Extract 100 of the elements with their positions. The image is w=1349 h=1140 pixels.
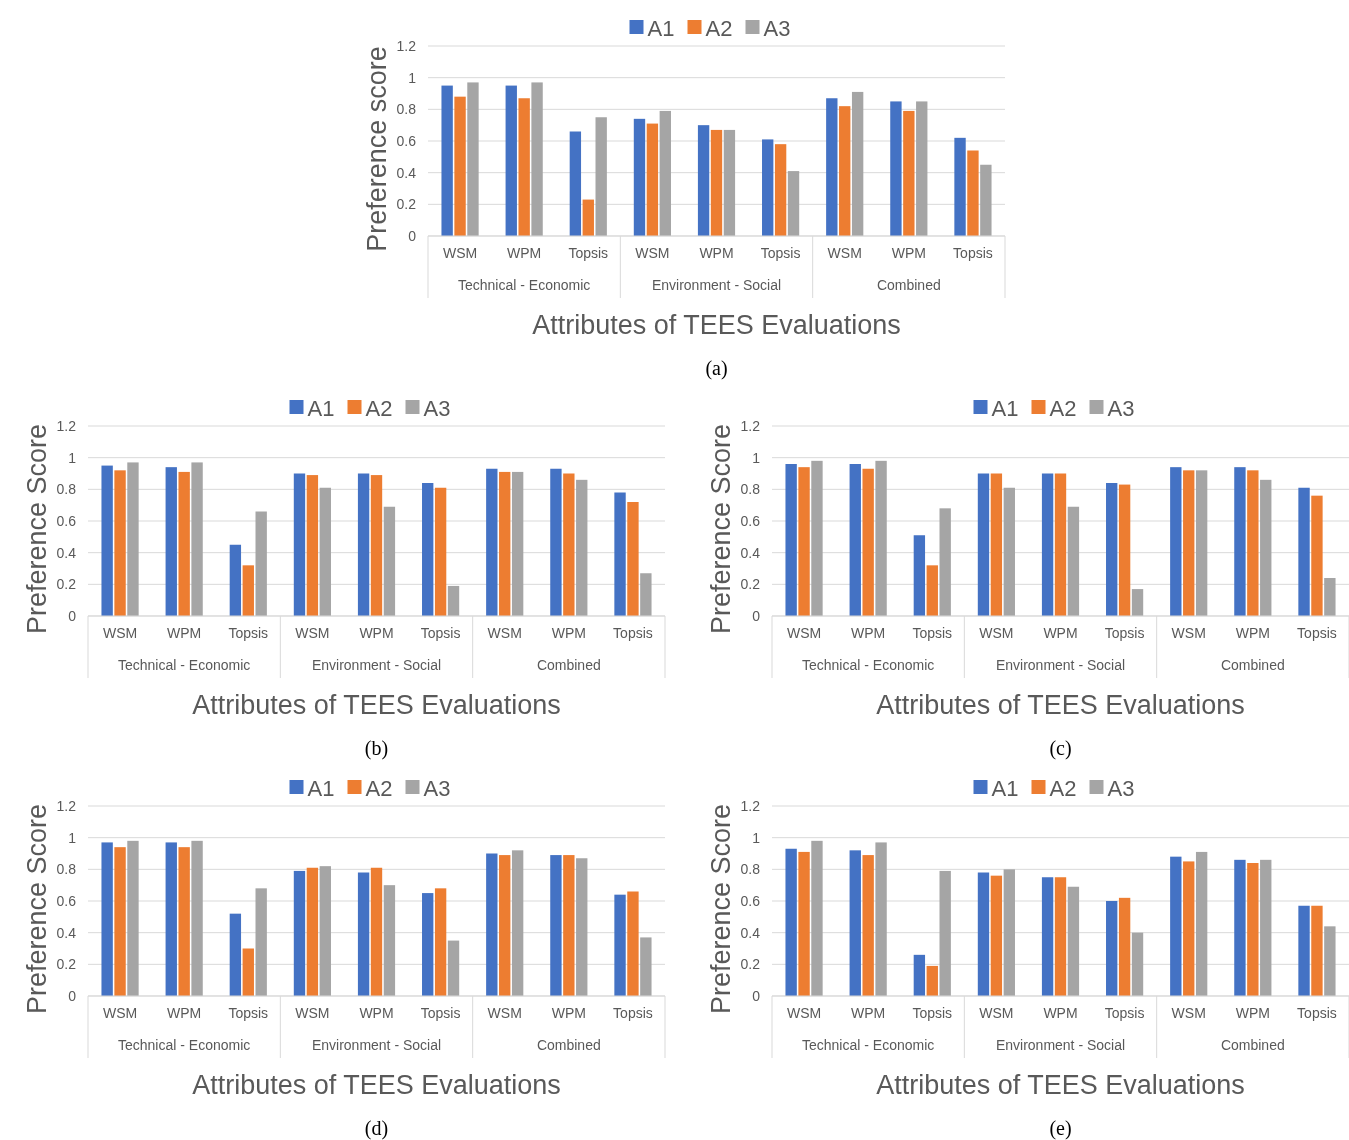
- bar: [454, 96, 466, 236]
- x-tick-label: Topsis: [1297, 625, 1337, 641]
- x-tick-label: WPM: [359, 625, 394, 641]
- bar: [563, 855, 575, 996]
- bar: [926, 965, 938, 996]
- x-axis-title: Attributes of TEES Evaluations: [532, 310, 901, 340]
- legend-label: A2: [1049, 775, 1077, 801]
- x-tick-label: WSM: [442, 245, 478, 261]
- bar: [916, 101, 928, 236]
- bar: [798, 851, 810, 996]
- text: (b): [364, 737, 389, 760]
- x-tick-label: WPM: [891, 245, 926, 261]
- bar: [255, 888, 267, 996]
- y-tick-label: 0: [68, 987, 77, 1004]
- text: (d): [364, 1117, 389, 1140]
- bar: [242, 948, 254, 996]
- bar: [1131, 589, 1144, 616]
- bar: [114, 847, 126, 996]
- y-tick-label: 0.2: [56, 576, 77, 593]
- bar: [511, 471, 524, 616]
- x-tick-label: WPM: [167, 625, 202, 641]
- y-tick-label: 1: [752, 449, 761, 466]
- bar: [1170, 856, 1182, 996]
- y-tick-label: 0.4: [740, 924, 761, 941]
- bar: [1311, 495, 1323, 616]
- bar: [1260, 859, 1272, 996]
- bar: [499, 855, 511, 996]
- bar: [1106, 483, 1118, 616]
- bar: [1260, 479, 1272, 616]
- bar: [1118, 897, 1131, 996]
- bar: [383, 506, 396, 616]
- bar: [582, 199, 594, 236]
- y-tick-label: 1.2: [396, 37, 417, 54]
- text: Environment - Social: [311, 1037, 442, 1053]
- x-tick-label: WPM: [551, 1005, 586, 1021]
- bar: [980, 164, 992, 236]
- bar: [319, 866, 331, 996]
- y-tick-label: 0: [68, 607, 77, 624]
- y-tick-label: 0: [408, 227, 417, 244]
- bar: [723, 129, 736, 236]
- bar: [633, 118, 646, 236]
- bar: [1118, 484, 1131, 616]
- bar: [550, 468, 562, 616]
- bar: [1247, 470, 1259, 616]
- x-tick-label: WPM: [167, 1005, 202, 1021]
- bar: [967, 150, 979, 236]
- x-axis-title: Attributes of TEES Evaluations: [192, 690, 561, 720]
- text: (e): [1049, 1117, 1072, 1140]
- x-tick-label: Topsis: [912, 1005, 953, 1021]
- x-tick-label: Topsis: [420, 1005, 461, 1021]
- bar: [990, 473, 1003, 616]
- y-tick-label: 0.2: [740, 576, 761, 593]
- x-tick-label: WSM: [295, 1005, 330, 1021]
- y-tick-label: 1: [752, 829, 761, 846]
- x-tick-label: WSM: [827, 245, 862, 261]
- bar: [1311, 905, 1323, 996]
- y-tick-label: 0.6: [740, 512, 761, 529]
- bar: [811, 840, 823, 996]
- legend-label: A3: [1107, 775, 1135, 801]
- bar: [434, 487, 447, 616]
- bar: [890, 101, 902, 236]
- legend-label: A2: [705, 15, 733, 41]
- bar: [954, 137, 966, 236]
- bar: [1170, 467, 1182, 616]
- bar: [1195, 470, 1208, 616]
- bar: [1041, 473, 1054, 616]
- bar: [875, 460, 887, 616]
- bar: [306, 475, 319, 616]
- bar: [499, 471, 511, 616]
- y-axis-title: Preference Score: [22, 803, 52, 1015]
- legend-label: A3: [1107, 395, 1135, 421]
- bar: [1195, 851, 1208, 996]
- bar: [977, 473, 990, 616]
- bar: [875, 842, 887, 996]
- y-tick-label: 0.4: [396, 164, 417, 181]
- bar: [1324, 926, 1336, 996]
- bar: [178, 471, 190, 616]
- y-axis-title: Preference Score: [22, 423, 52, 635]
- bar: [851, 91, 864, 236]
- bar: [1131, 932, 1144, 996]
- y-tick-label: 0.2: [740, 956, 761, 973]
- text: (a): [705, 357, 728, 380]
- bar: [357, 872, 370, 996]
- bar: [293, 473, 306, 616]
- x-tick-label: WSM: [487, 1005, 522, 1021]
- y-tick-label: 0.8: [396, 101, 417, 118]
- x-tick-label: Topsis: [760, 245, 801, 261]
- text: Technical - Economic: [802, 1037, 935, 1053]
- y-axis-title: Preference score: [362, 46, 392, 252]
- bar: [839, 106, 851, 236]
- y-tick-label: 1: [68, 449, 77, 466]
- bar: [762, 139, 774, 236]
- y-tick-label: 0.6: [740, 892, 761, 909]
- bar: [114, 470, 126, 616]
- bar: [659, 110, 671, 236]
- bar: [576, 479, 588, 616]
- bar: [101, 842, 113, 996]
- bar: [563, 473, 575, 616]
- bar: [306, 867, 319, 996]
- bar: [1183, 470, 1195, 616]
